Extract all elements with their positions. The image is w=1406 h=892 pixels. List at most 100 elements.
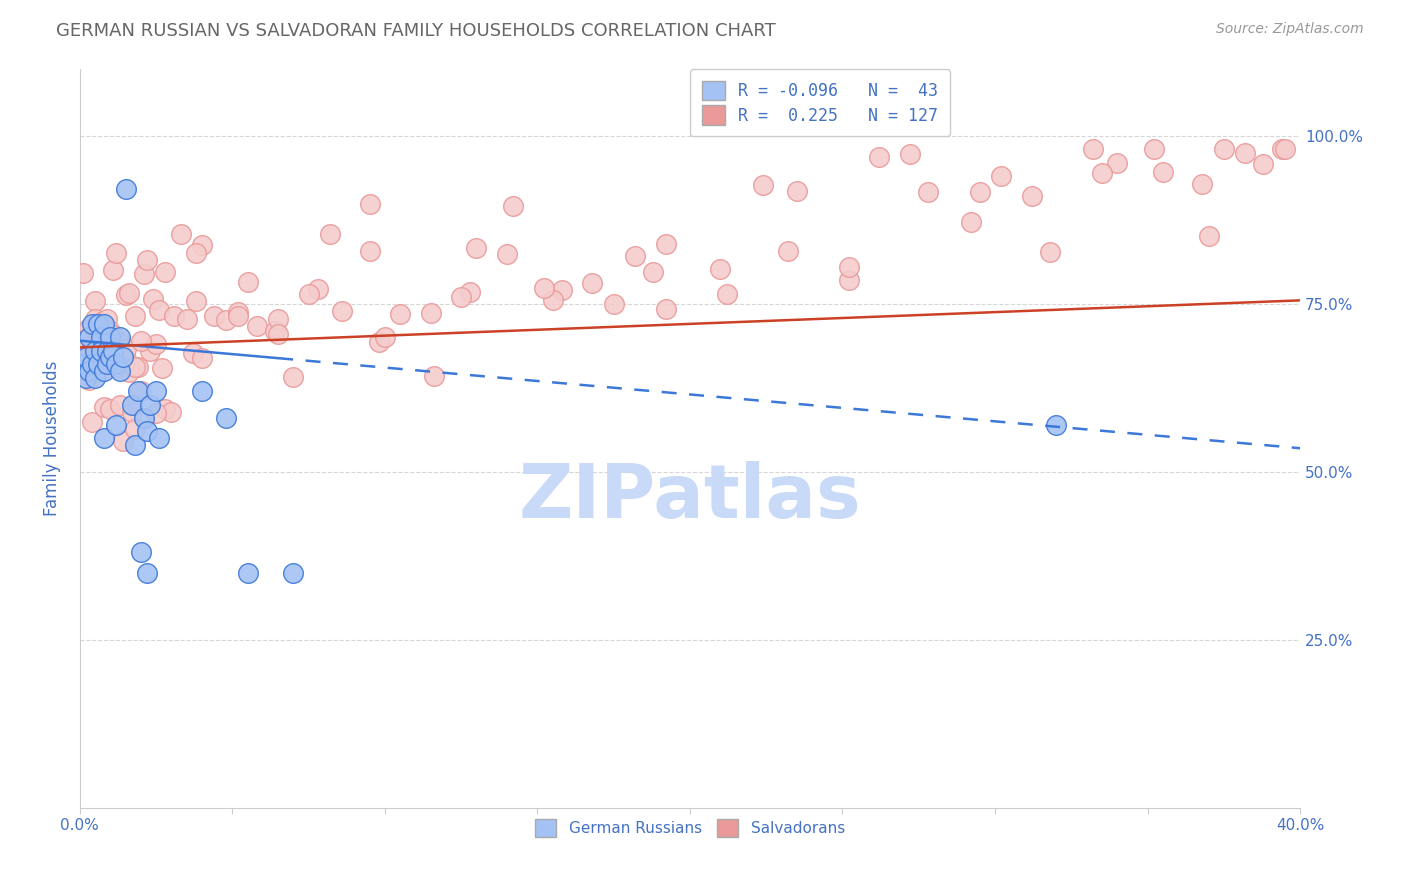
Point [75, 370, 97, 384]
Point [1105, 156, 1128, 170]
Point [654, 302, 676, 317]
Point [114, 342, 136, 356]
Point [148, 303, 170, 318]
Point [267, 326, 290, 341]
Point [959, 215, 981, 229]
Point [105, 357, 128, 371]
Point [533, 281, 555, 295]
Point [103, 343, 125, 358]
Point [124, 309, 146, 323]
Point [969, 186, 991, 200]
Point [460, 285, 482, 299]
Point [129, 384, 152, 398]
Point [169, 227, 191, 241]
Point [654, 237, 676, 252]
Point [367, 334, 389, 349]
Point [422, 369, 444, 384]
Point [108, 336, 131, 351]
Point [359, 244, 381, 258]
Point [100, 351, 122, 365]
Point [124, 422, 146, 436]
Point [709, 262, 731, 277]
Point [90, 330, 112, 344]
Point [191, 384, 214, 398]
Point [581, 277, 603, 291]
Point [127, 384, 149, 398]
Text: ZIPatlas: ZIPatlas [519, 461, 862, 533]
Point [202, 310, 225, 324]
Point [145, 336, 167, 351]
Point [246, 318, 269, 333]
Point [90, 343, 112, 358]
Point [132, 411, 155, 425]
Point [132, 267, 155, 281]
Point [330, 304, 353, 318]
Point [100, 330, 122, 344]
Point [752, 178, 775, 193]
Point [236, 566, 259, 580]
Point [84, 370, 107, 384]
Point [145, 406, 167, 420]
Legend: German Russians, Salvadorans: German Russians, Salvadorans [527, 812, 852, 845]
Point [87, 317, 110, 331]
Point [1081, 142, 1104, 156]
Point [496, 246, 519, 260]
Point [150, 360, 173, 375]
Point [103, 328, 125, 343]
Point [624, 249, 647, 263]
Point [191, 351, 214, 365]
Point [96, 343, 118, 358]
Point [93, 400, 115, 414]
Text: Source: ZipAtlas.com: Source: ZipAtlas.com [1216, 22, 1364, 37]
Point [93, 347, 115, 361]
Point [838, 273, 860, 287]
Point [215, 313, 238, 327]
Point [136, 252, 159, 267]
Point [124, 438, 146, 452]
Text: GERMAN RUSSIAN VS SALVADORAN FAMILY HOUSEHOLDS CORRELATION CHART: GERMAN RUSSIAN VS SALVADORAN FAMILY HOUS… [56, 22, 776, 40]
Point [990, 169, 1012, 183]
Point [72, 266, 94, 280]
Point [80, 338, 103, 352]
Point [114, 351, 136, 366]
Point [1212, 142, 1234, 156]
Point [148, 431, 170, 445]
Point [77, 330, 100, 344]
Point [868, 150, 890, 164]
Point [108, 398, 131, 412]
Point [1142, 142, 1164, 156]
Point [111, 351, 134, 366]
Point [1152, 165, 1174, 179]
Point [84, 343, 107, 358]
Point [917, 185, 939, 199]
Point [1274, 142, 1296, 156]
Point [124, 360, 146, 375]
Y-axis label: Family Households: Family Households [44, 360, 60, 516]
Point [1234, 146, 1257, 161]
Point [77, 321, 100, 335]
Point [77, 364, 100, 378]
Point [228, 309, 250, 323]
Point [307, 282, 329, 296]
Point [283, 566, 305, 580]
Point [114, 287, 136, 301]
Point [1091, 166, 1114, 180]
Point [93, 317, 115, 331]
Point [87, 356, 110, 370]
Point [236, 276, 259, 290]
Point [100, 402, 122, 417]
Point [551, 283, 574, 297]
Point [160, 405, 183, 419]
Point [121, 404, 143, 418]
Point [96, 312, 118, 326]
Point [228, 305, 250, 319]
Point [1045, 417, 1067, 432]
Point [643, 265, 665, 279]
Point [1198, 229, 1220, 244]
Point [786, 184, 808, 198]
Point [267, 312, 290, 326]
Point [105, 359, 128, 374]
Point [100, 324, 122, 338]
Point [72, 357, 94, 371]
Point [77, 374, 100, 388]
